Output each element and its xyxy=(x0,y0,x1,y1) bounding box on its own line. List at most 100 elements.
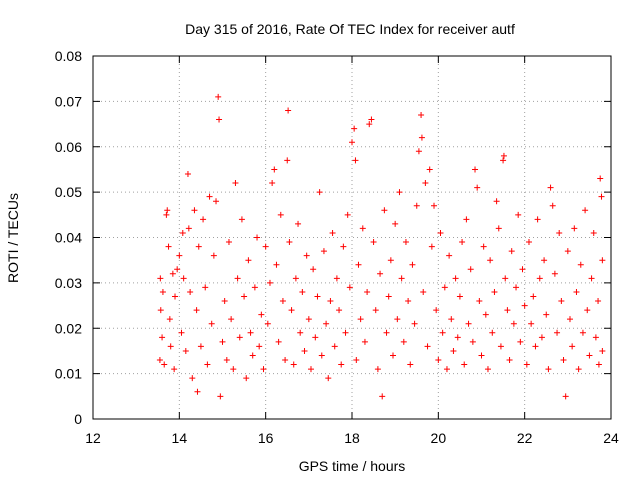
data-point xyxy=(515,211,522,218)
data-point xyxy=(392,220,399,227)
data-point xyxy=(597,175,604,182)
data-point xyxy=(217,393,224,400)
data-point xyxy=(344,211,351,218)
data-point xyxy=(303,252,310,259)
data-point xyxy=(249,352,256,359)
data-point xyxy=(352,157,359,164)
data-point xyxy=(299,288,306,295)
data-point xyxy=(510,320,517,327)
data-point xyxy=(165,243,172,250)
data-point xyxy=(551,270,558,277)
x-tick-label: 18 xyxy=(344,430,360,446)
x-axis-label: GPS time / hours xyxy=(299,458,406,474)
data-point xyxy=(504,307,511,314)
data-point xyxy=(213,198,220,205)
data-point xyxy=(528,320,535,327)
data-point xyxy=(247,329,254,336)
data-point xyxy=(426,166,433,173)
data-point xyxy=(592,334,599,341)
data-point xyxy=(463,216,470,223)
data-point xyxy=(536,275,543,282)
data-point xyxy=(167,343,174,350)
data-point xyxy=(424,343,431,350)
x-tick-label: 22 xyxy=(517,430,533,446)
data-point xyxy=(228,316,235,323)
x-tick-label: 12 xyxy=(85,430,101,446)
data-point xyxy=(469,338,476,345)
data-point xyxy=(564,248,571,255)
data-point xyxy=(234,275,241,282)
data-point xyxy=(385,293,392,300)
data-point xyxy=(381,207,388,214)
data-point xyxy=(566,316,573,323)
y-tick-label: 0.05 xyxy=(55,184,82,200)
data-point xyxy=(478,352,485,359)
y-tick-label: 0 xyxy=(74,411,82,427)
data-point xyxy=(241,293,248,300)
data-point xyxy=(573,288,580,295)
data-point xyxy=(157,307,164,314)
data-point xyxy=(262,243,269,250)
data-point xyxy=(159,334,166,341)
data-point xyxy=(364,288,371,295)
data-point xyxy=(292,275,299,282)
data-point xyxy=(590,229,597,236)
grid-lines xyxy=(93,56,611,419)
data-point xyxy=(379,393,386,400)
data-point xyxy=(195,243,202,250)
data-point xyxy=(495,225,502,232)
data-point xyxy=(312,334,319,341)
data-point xyxy=(433,307,440,314)
data-point xyxy=(157,275,164,282)
data-point xyxy=(474,184,481,191)
data-point xyxy=(179,229,186,236)
data-point xyxy=(166,316,173,323)
data-point xyxy=(431,202,438,209)
data-point xyxy=(238,216,245,223)
data-point xyxy=(336,307,343,314)
data-point xyxy=(305,316,312,323)
x-tick-label: 16 xyxy=(258,430,274,446)
data-point xyxy=(472,166,479,173)
data-point xyxy=(256,343,263,350)
data-point xyxy=(169,270,176,277)
data-point xyxy=(588,275,595,282)
data-point xyxy=(316,189,323,196)
data-point xyxy=(271,166,278,173)
data-point xyxy=(197,343,204,350)
data-point xyxy=(418,111,425,118)
data-point xyxy=(320,248,327,255)
y-tick-labels: 0 0.01 0.02 0.03 0.04 0.05 0.06 0.07 0.08 xyxy=(55,48,82,427)
y-tick-label: 0.03 xyxy=(55,275,82,291)
y-tick-label: 0.08 xyxy=(55,48,82,64)
data-point xyxy=(243,375,250,382)
data-point xyxy=(327,298,334,305)
data-point xyxy=(497,343,504,350)
data-point xyxy=(435,357,442,364)
data-point xyxy=(310,266,317,273)
data-point xyxy=(532,343,539,350)
data-point xyxy=(452,275,459,282)
data-point xyxy=(273,261,280,268)
data-point xyxy=(210,252,217,259)
data-point xyxy=(357,316,364,323)
data-point xyxy=(164,207,171,214)
data-point xyxy=(394,316,401,323)
data-point xyxy=(277,211,284,218)
data-point xyxy=(269,180,276,187)
data-point xyxy=(219,338,226,345)
data-point xyxy=(446,252,453,259)
data-point xyxy=(200,216,207,223)
chart-title: Day 315 of 2016, Rate Of TEC Index for r… xyxy=(185,21,515,37)
x-tick-label: 20 xyxy=(431,430,447,446)
data-point xyxy=(301,347,308,354)
data-point xyxy=(232,180,239,187)
data-point xyxy=(223,357,230,364)
data-point xyxy=(284,157,291,164)
data-point xyxy=(216,116,223,123)
data-point xyxy=(288,307,295,314)
y-tick-label: 0.07 xyxy=(55,93,82,109)
data-point xyxy=(547,184,554,191)
data-point xyxy=(476,298,483,305)
data-point xyxy=(215,93,222,100)
